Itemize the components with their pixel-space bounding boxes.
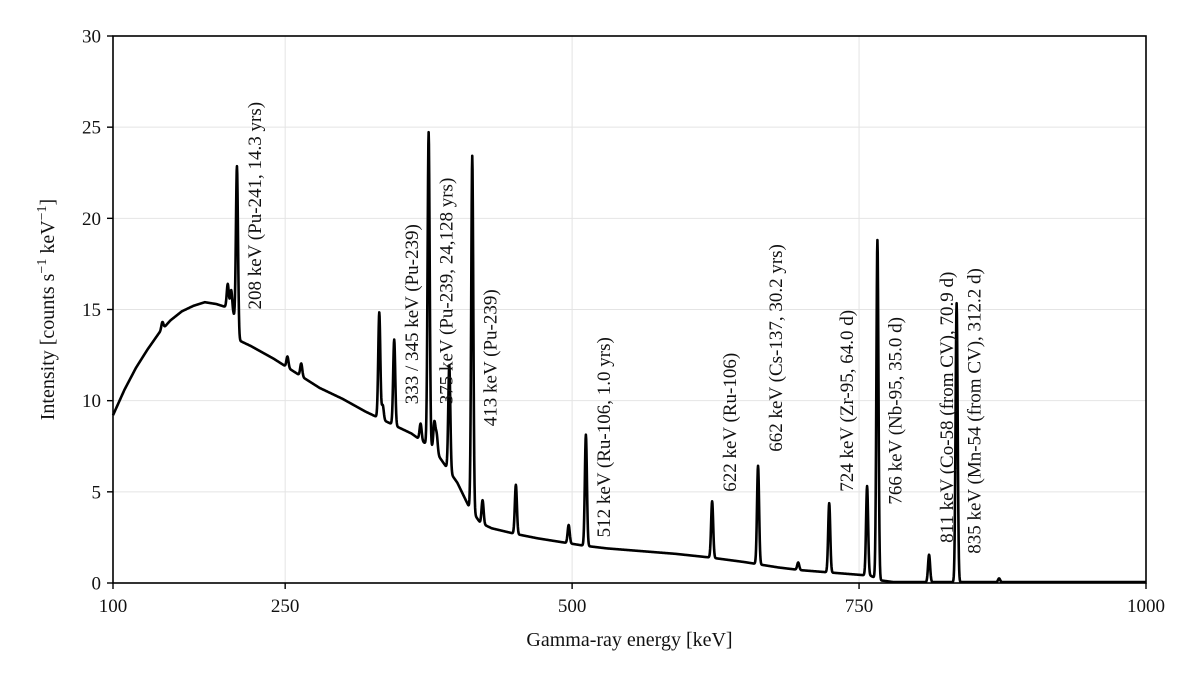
- peak-annotation: 766 keV (Nb-95, 35.0 d): [885, 317, 906, 505]
- y-tick-label: 0: [92, 574, 102, 595]
- grid-lines: [112, 35, 1147, 584]
- x-tick-label: 100: [99, 596, 128, 617]
- spectrum-line: [111, 130, 1148, 584]
- peak-annotation: 375 keV (Pu-239, 24,128 yrs): [437, 178, 458, 405]
- peak-annotation: 811 keV (Co-58 (from CV), 70.9 d): [937, 272, 958, 543]
- peak-annotation: 333 / 345 keV (Pu-239): [402, 224, 423, 404]
- x-tick-label: 500: [558, 596, 587, 617]
- axis-ticks: 100 250 500 750 1000 0 5 10 15 20 25 30: [82, 27, 1165, 618]
- y-tick-label: 15: [82, 300, 101, 321]
- y-tick-label: 30: [82, 27, 101, 48]
- peak-annotation: 413 keV (Pu-239): [480, 289, 501, 426]
- y-tick-label: 5: [92, 482, 102, 503]
- peak-annotation: 512 keV (Ru-106, 1.0 yrs): [594, 337, 615, 537]
- x-axis-title: Gamma-ray energy [keV]: [526, 629, 732, 651]
- peak-annotation: 724 keV (Zr-95, 64.0 d): [837, 310, 858, 492]
- y-tick-label: 20: [82, 209, 101, 230]
- peak-annotation: 622 keV (Ru-106): [720, 353, 741, 492]
- x-tick-label: 1000: [1127, 596, 1165, 617]
- peak-annotation: 208 keV (Pu-241, 14.3 yrs): [245, 102, 266, 310]
- y-axis-title: Intensity [counts s−1 keV−1]: [35, 199, 59, 420]
- peak-annotation: 835 keV (Mn-54 (from CV), 312.2 d): [965, 268, 986, 554]
- peak-labels: 208 keV (Pu-241, 14.3 yrs) 333 / 345 keV …: [245, 102, 986, 554]
- x-tick-label: 250: [271, 596, 300, 617]
- peak-annotation: 662 keV (Cs-137, 30.2 yrs): [766, 244, 787, 452]
- y-tick-label: 10: [82, 391, 101, 412]
- x-tick-label: 750: [845, 596, 874, 617]
- y-tick-label: 25: [82, 118, 101, 139]
